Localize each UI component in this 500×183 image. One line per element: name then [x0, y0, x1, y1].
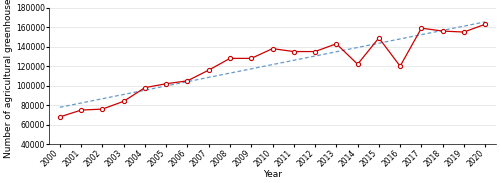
- X-axis label: Year: Year: [263, 170, 282, 179]
- Y-axis label: Number of agricultural greenhouses: Number of agricultural greenhouses: [4, 0, 13, 158]
